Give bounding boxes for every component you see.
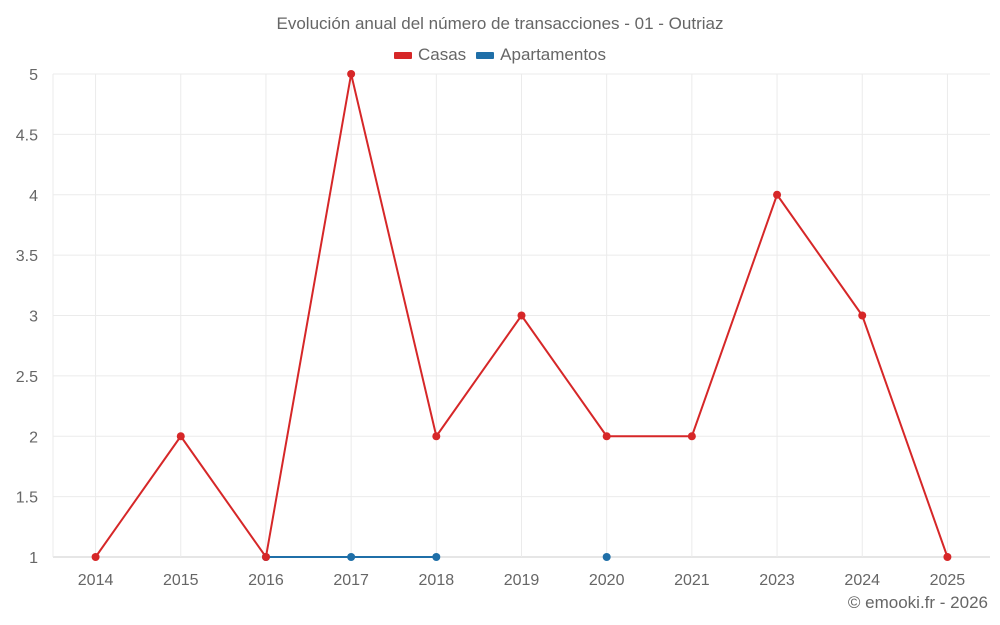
- legend-item-casas[interactable]: Casas: [393, 45, 467, 65]
- x-tick-label: 2021: [674, 572, 710, 589]
- data-series: [91, 70, 952, 561]
- legend-label-apartamentos: Apartamentos: [500, 45, 607, 64]
- legend-item-apartamentos[interactable]: Apartamentos: [476, 45, 606, 65]
- legend-label-casas: Casas: [417, 45, 467, 64]
- x-axis: 2014 2015 2016 2017 2018 2019 2020 2021 2023 2024…: [78, 572, 966, 589]
- data-point-casas[interactable]: [91, 553, 100, 561]
- x-tick-label: 2014: [78, 572, 114, 589]
- x-tick-label: 2018: [419, 572, 455, 589]
- x-tick-label: 2019: [504, 572, 540, 589]
- x-tick-label: 2016: [248, 572, 284, 589]
- data-point-casas[interactable]: [687, 432, 696, 441]
- data-point-casas[interactable]: [347, 70, 356, 78]
- data-point-apartamentos[interactable]: [602, 553, 611, 561]
- legend-swatch-apartamentos: [476, 51, 495, 59]
- copyright-credit: © emooki.fr - 2026: [847, 593, 988, 612]
- y-tick-label: 2: [29, 429, 38, 446]
- data-point-casas[interactable]: [176, 432, 185, 441]
- y-tick-label: 5: [29, 67, 38, 84]
- chart-legend: Casas Apartamentos: [0, 45, 1000, 65]
- x-tick-label: 2020: [589, 572, 625, 589]
- x-tick-label: 2024: [844, 572, 880, 589]
- data-point-casas[interactable]: [432, 432, 441, 441]
- x-tick-label: 2025: [930, 572, 966, 589]
- legend-swatch-casas: [393, 51, 412, 59]
- x-tick-label: 2015: [163, 572, 199, 589]
- data-point-casas[interactable]: [858, 311, 867, 320]
- x-tick-label: 2023: [759, 572, 795, 589]
- data-point-casas[interactable]: [602, 432, 611, 441]
- y-tick-label: 1.5: [16, 490, 38, 507]
- data-point-casas[interactable]: [943, 553, 952, 561]
- data-point-apartamentos[interactable]: [432, 553, 441, 561]
- x-tick-label: 2017: [333, 572, 369, 589]
- y-tick-label: 4.5: [16, 127, 38, 144]
- y-tick-label: 3: [29, 309, 38, 326]
- y-tick-label: 1: [29, 550, 38, 567]
- y-tick-label: 2.5: [16, 369, 38, 386]
- y-tick-label: 3.5: [16, 248, 38, 265]
- chart-title: Evolución anual del número de transaccio…: [276, 14, 724, 33]
- y-axis: 1 1.5 2 2.5 3 3.5 4 4.5 5: [16, 67, 38, 567]
- data-point-casas[interactable]: [517, 311, 526, 320]
- data-point-casas[interactable]: [773, 190, 782, 199]
- y-tick-label: 4: [29, 188, 38, 205]
- data-point-casas[interactable]: [261, 553, 270, 561]
- data-point-apartamentos[interactable]: [347, 553, 356, 561]
